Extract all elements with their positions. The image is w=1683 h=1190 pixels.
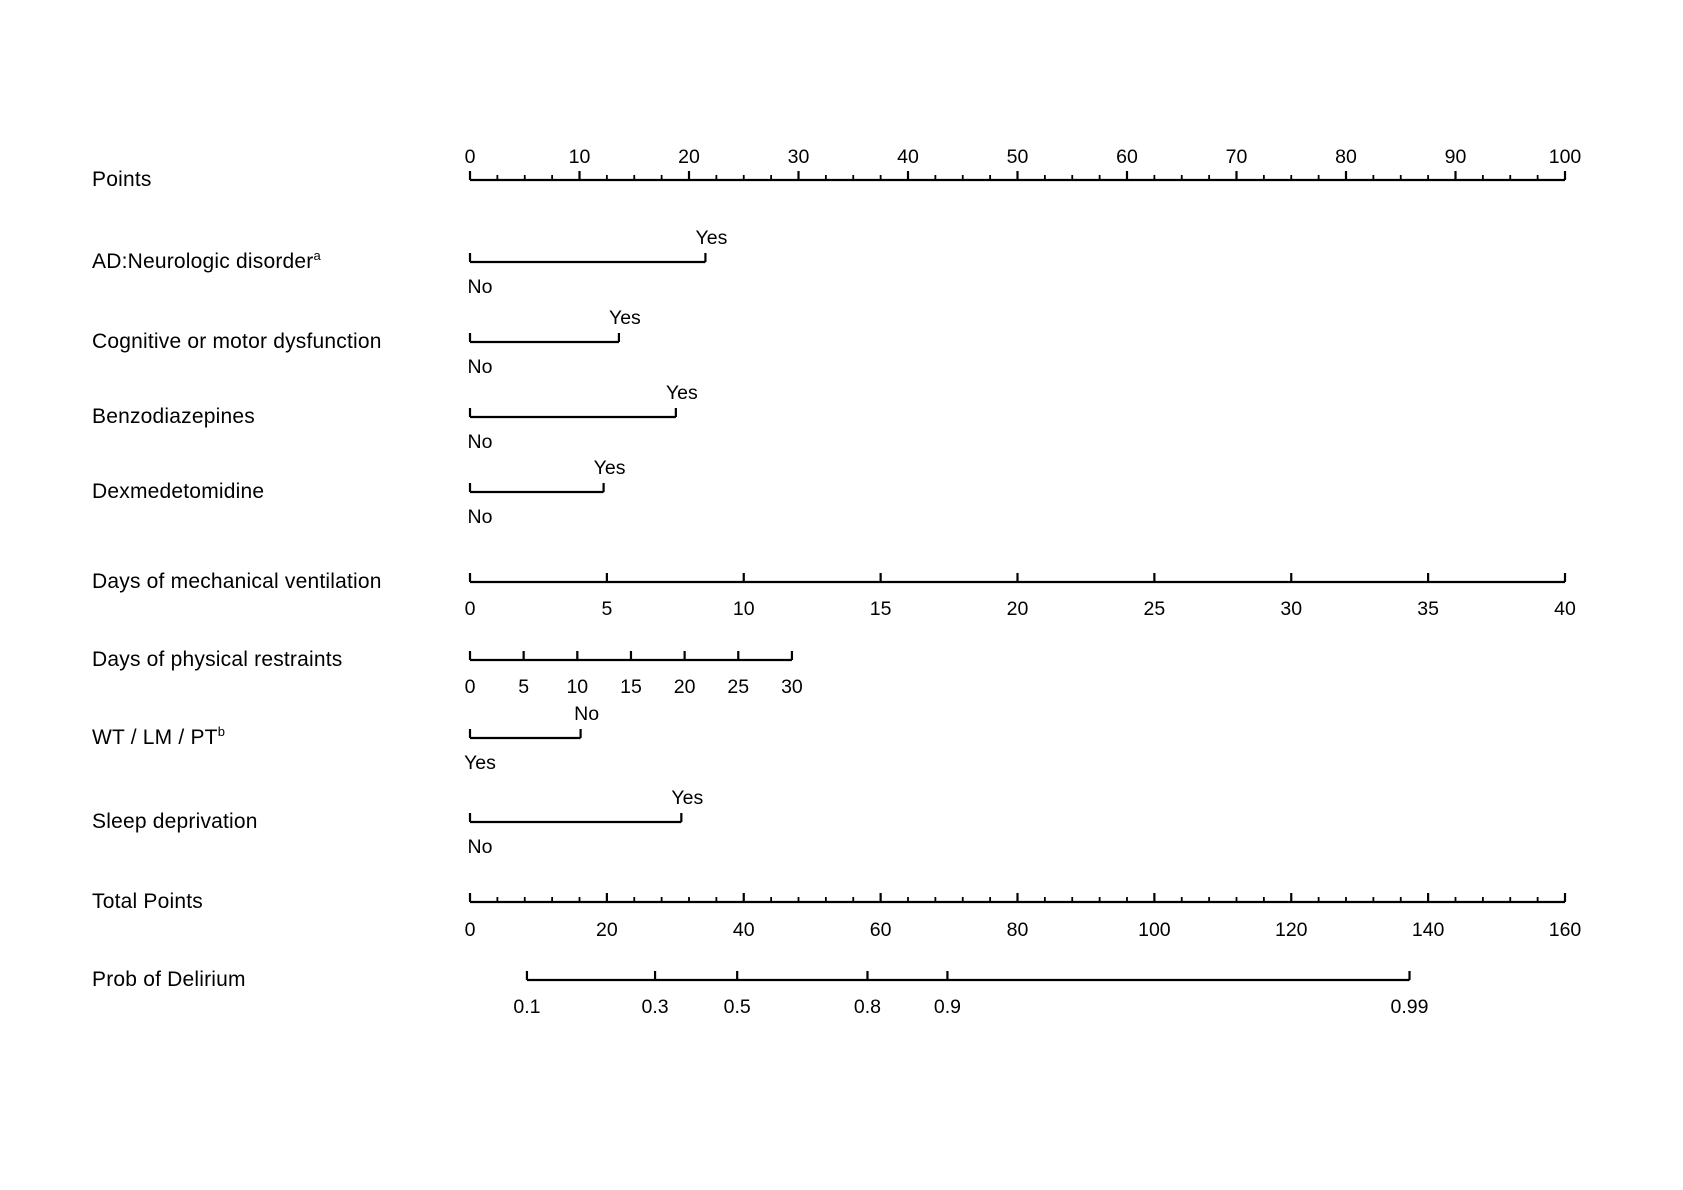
points-tick-label: 90: [1445, 146, 1467, 168]
days-mechanical-ventilation-tick-label: 10: [733, 598, 755, 620]
points-tick-label: 70: [1226, 146, 1248, 168]
days-physical-restraints-tick-label: 30: [781, 676, 803, 698]
row-label-days-mechanical-ventilation: Days of mechanical ventilation: [92, 570, 382, 593]
prob-delirium-tick-label: 0.5: [724, 996, 751, 1018]
row-label-ad-neurologic-disorder: AD:Neurologic disordera: [92, 248, 321, 273]
total-points-tick-label: 120: [1275, 919, 1308, 941]
wt-lm-pt-lower-label: Yes: [464, 752, 496, 774]
days-mechanical-ventilation-tick-label: 35: [1417, 598, 1439, 620]
prob-delirium-tick-label: 0.3: [642, 996, 669, 1018]
row-label-benzodiazepines: Benzodiazepines: [92, 405, 255, 428]
total-points-tick-label: 40: [733, 919, 755, 941]
days-physical-restraints-tick-label: 5: [518, 676, 529, 698]
cognitive-motor-dysfunction-upper-label: Yes: [609, 307, 641, 329]
prob-delirium-tick-label: 0.9: [934, 996, 961, 1018]
points-tick-label: 80: [1335, 146, 1357, 168]
points-tick-label: 20: [678, 146, 700, 168]
days-physical-restraints-tick-label: 10: [566, 676, 588, 698]
benzodiazepines-lower-label: No: [468, 431, 493, 453]
days-mechanical-ventilation-tick-label: 25: [1144, 598, 1166, 620]
prob-delirium-tick-label: 0.8: [854, 996, 881, 1018]
sleep-deprivation-upper-label: Yes: [671, 787, 703, 809]
wt-lm-pt-upper-label: No: [574, 703, 599, 725]
row-label-dexmedetomidine: Dexmedetomidine: [92, 480, 265, 503]
days-mechanical-ventilation-tick-label: 40: [1554, 598, 1576, 620]
points-tick-label: 50: [1007, 146, 1029, 168]
row-label-total-points: Total Points: [92, 890, 203, 913]
row-label-wt-lm-pt: WT / LM / PTb: [92, 724, 226, 749]
days-physical-restraints-tick-label: 20: [674, 676, 696, 698]
sleep-deprivation-lower-label: No: [468, 836, 493, 858]
total-points-tick-label: 140: [1412, 919, 1445, 941]
ad-neurologic-disorder-upper-label: Yes: [696, 227, 728, 249]
row-label-prob-delirium: Prob of Delirium: [92, 968, 246, 991]
days-mechanical-ventilation-tick-label: 20: [1007, 598, 1029, 620]
points-tick-label: 40: [897, 146, 919, 168]
dexmedetomidine-lower-label: No: [468, 506, 493, 528]
points-tick-label: 10: [569, 146, 591, 168]
prob-delirium-tick-label: 0.99: [1391, 996, 1429, 1018]
points-tick-label: 100: [1549, 146, 1582, 168]
total-points-tick-label: 20: [596, 919, 618, 941]
dexmedetomidine-upper-label: Yes: [594, 457, 626, 479]
row-label-cognitive-motor-dysfunction: Cognitive or motor dysfunction: [92, 330, 382, 353]
days-mechanical-ventilation-tick-label: 0: [465, 598, 476, 620]
cognitive-motor-dysfunction-lower-label: No: [468, 356, 493, 378]
days-mechanical-ventilation-tick-label: 30: [1280, 598, 1302, 620]
prob-delirium-tick-label: 0.1: [513, 996, 540, 1018]
points-tick-label: 60: [1116, 146, 1138, 168]
points-tick-label: 30: [788, 146, 810, 168]
days-physical-restraints-tick-label: 25: [727, 676, 749, 698]
days-mechanical-ventilation-tick-label: 5: [601, 598, 612, 620]
total-points-tick-label: 80: [1007, 919, 1029, 941]
days-physical-restraints-tick-label: 0: [465, 676, 476, 698]
total-points-tick-label: 100: [1138, 919, 1171, 941]
total-points-tick-label: 60: [870, 919, 892, 941]
days-mechanical-ventilation-tick-label: 15: [870, 598, 892, 620]
points-tick-label: 0: [465, 146, 476, 168]
row-label-sleep-deprivation: Sleep deprivation: [92, 810, 258, 833]
total-points-tick-label: 0: [465, 919, 476, 941]
ad-neurologic-disorder-lower-label: No: [468, 276, 493, 298]
row-label-days-physical-restraints: Days of physical restraints: [92, 648, 343, 671]
days-physical-restraints-tick-label: 15: [620, 676, 642, 698]
benzodiazepines-upper-label: Yes: [666, 382, 698, 404]
total-points-tick-label: 160: [1549, 919, 1582, 941]
row-label-points: Points: [92, 168, 152, 191]
